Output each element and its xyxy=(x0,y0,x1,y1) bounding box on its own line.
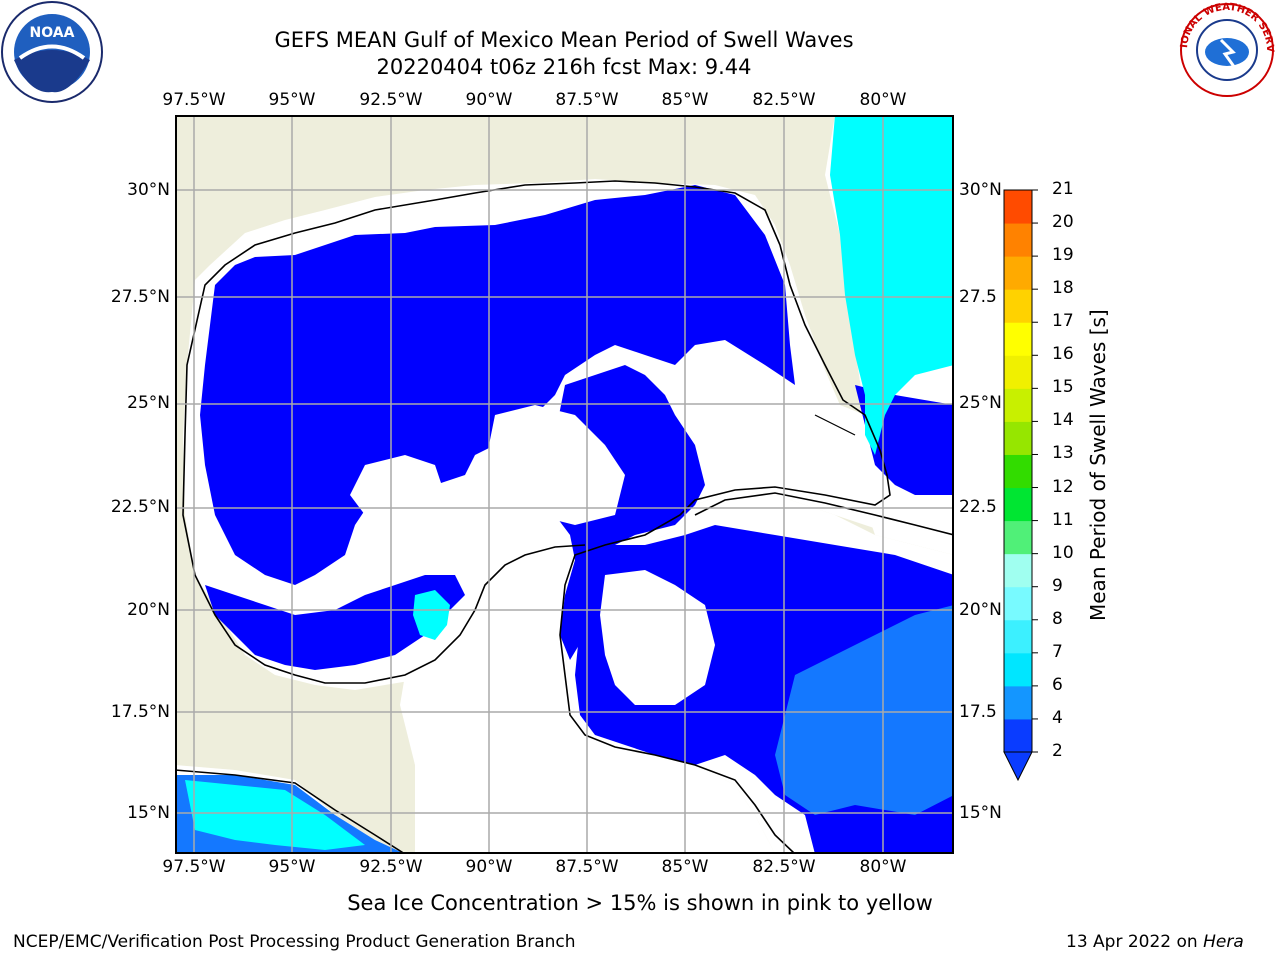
colorbar-label: 15 xyxy=(1052,377,1074,398)
lat-tick-right: 30°N xyxy=(959,180,1002,200)
colorbar-extend-arrow xyxy=(1003,751,1033,782)
credit-machine: Hera xyxy=(1203,932,1244,952)
colorbar-label: 13 xyxy=(1052,443,1074,464)
credit-left: NCEP/EMC/Verification Post Processing Pr… xyxy=(13,932,576,952)
colorbar-label: 9 xyxy=(1052,575,1063,596)
lon-tick-top: 80°W xyxy=(859,90,907,110)
lon-tick-top: 92.5°W xyxy=(359,90,423,110)
colorbar-label: 19 xyxy=(1052,245,1074,266)
colorbar xyxy=(1003,189,1038,782)
colorbar-swatch xyxy=(1004,421,1032,455)
lat-tick-right: 15°N xyxy=(959,803,1002,823)
svg-text:NOAA: NOAA xyxy=(30,25,75,41)
lon-tick-top: 87.5°W xyxy=(555,90,619,110)
lat-tick-right: 27.5 xyxy=(959,287,997,307)
colorbar-label: 8 xyxy=(1052,608,1063,629)
colorbar-swatch xyxy=(1004,190,1032,224)
colorbar-swatch xyxy=(1004,685,1032,720)
lon-tick-top: 97.5°W xyxy=(162,90,226,110)
lon-tick-bottom: 90°W xyxy=(465,857,513,877)
colorbar-swatch xyxy=(1004,553,1032,588)
no-data-caribbean xyxy=(600,570,715,705)
gridlines xyxy=(175,115,954,854)
colorbar-label: 14 xyxy=(1052,410,1074,431)
colorbar-label: 16 xyxy=(1052,344,1074,365)
coastline-mexico xyxy=(182,434,586,684)
swell-low-gulf-west xyxy=(200,185,795,585)
map-subtitle: 20220404 t06z 216h fcst Max: 9.44 xyxy=(376,55,752,79)
colorbar-swatch xyxy=(1004,388,1032,422)
lat-tick-left: 27.5°N xyxy=(110,287,170,307)
colorbar-label: 10 xyxy=(1052,542,1074,563)
lon-tick-bottom: 97.5°W xyxy=(162,857,226,877)
colorbar-label: 6 xyxy=(1052,674,1063,695)
lon-tick-top: 82.5°W xyxy=(752,90,816,110)
swell-period-map xyxy=(175,115,954,854)
lon-tick-top: 95°W xyxy=(268,90,316,110)
lon-tick-bottom: 92.5°W xyxy=(359,857,423,877)
lon-tick-bottom: 87.5°W xyxy=(555,857,619,877)
coastline-pacific xyxy=(175,769,406,854)
colorbar-swatch xyxy=(1004,487,1032,522)
colorbar-label: 18 xyxy=(1052,278,1074,299)
swell-low-gulf-southwest xyxy=(205,575,465,670)
lon-tick-top: 90°W xyxy=(465,90,513,110)
colorbar-swatch xyxy=(1004,289,1032,323)
colorbar-swatch xyxy=(1004,256,1032,290)
colorbar-label: 7 xyxy=(1052,641,1063,662)
noaa-logo: NOAA xyxy=(1,1,103,103)
colorbar-frame xyxy=(1003,189,1033,753)
lat-tick-right: 20°N xyxy=(959,600,1002,620)
lon-tick-bottom: 95°W xyxy=(268,857,316,877)
swell-mid-caribbean-east xyxy=(775,605,954,815)
lon-tick-top: 85°W xyxy=(661,90,709,110)
colorbar-label: 11 xyxy=(1052,509,1074,530)
lat-tick-right: 25°N xyxy=(959,393,1002,413)
colorbar-swatch xyxy=(1004,454,1032,489)
swell-high-bay-of-campeche xyxy=(413,590,450,640)
colorbar-title: Mean Period of Swell Waves [s] xyxy=(1086,309,1110,621)
coastline-florida-keys xyxy=(814,414,856,436)
colorbar-label: 21 xyxy=(1052,179,1074,199)
lat-tick-left: 20°N xyxy=(127,600,170,620)
coastline-cuba xyxy=(694,492,954,536)
sea-ice-footnote: Sea Ice Concentration > 15% is shown in … xyxy=(347,891,933,915)
coastline-gulf xyxy=(184,180,891,854)
swell-high-pacific xyxy=(185,780,365,850)
swell-high-atlantic xyxy=(830,115,954,455)
lon-tick-bottom: 80°W xyxy=(859,857,907,877)
lat-tick-left: 15°N xyxy=(127,803,170,823)
colorbar-swatch xyxy=(1004,520,1032,555)
lat-tick-right: 22.5 xyxy=(959,497,997,517)
colorbar-label: 12 xyxy=(1052,476,1074,497)
lat-tick-left: 25°N xyxy=(127,393,170,413)
lat-tick-left: 17.5°N xyxy=(110,702,170,722)
lat-tick-right: 17.5 xyxy=(959,702,997,722)
lat-tick-left: 30°N xyxy=(127,180,170,200)
colorbar-swatch xyxy=(1004,718,1032,753)
nws-logo: NATIONAL WEATHER SERVICE xyxy=(1175,0,1275,97)
colorbar-swatch xyxy=(1004,652,1032,687)
colorbar-label: 20 xyxy=(1052,212,1074,233)
lat-tick-left: 22.5°N xyxy=(110,497,170,517)
map-title: GEFS MEAN Gulf of Mexico Mean Period of … xyxy=(274,28,854,52)
no-data-gulf-center xyxy=(485,405,625,525)
colorbar-swatch xyxy=(1004,586,1032,621)
credit-date-text: 13 Apr 2022 on xyxy=(1066,932,1204,952)
colorbar-label: 2 xyxy=(1052,741,1063,761)
credit-date: 13 Apr 2022 on Hera xyxy=(1066,932,1244,952)
colorbar-swatch xyxy=(1004,619,1032,654)
colorbar-label: 4 xyxy=(1052,707,1063,728)
lon-tick-bottom: 82.5°W xyxy=(752,857,816,877)
colorbar-swatch xyxy=(1004,355,1032,389)
colorbar-label: 17 xyxy=(1052,311,1074,332)
colorbar-swatch xyxy=(1004,223,1032,257)
lon-tick-bottom: 85°W xyxy=(661,857,709,877)
colorbar-swatch xyxy=(1004,322,1032,356)
